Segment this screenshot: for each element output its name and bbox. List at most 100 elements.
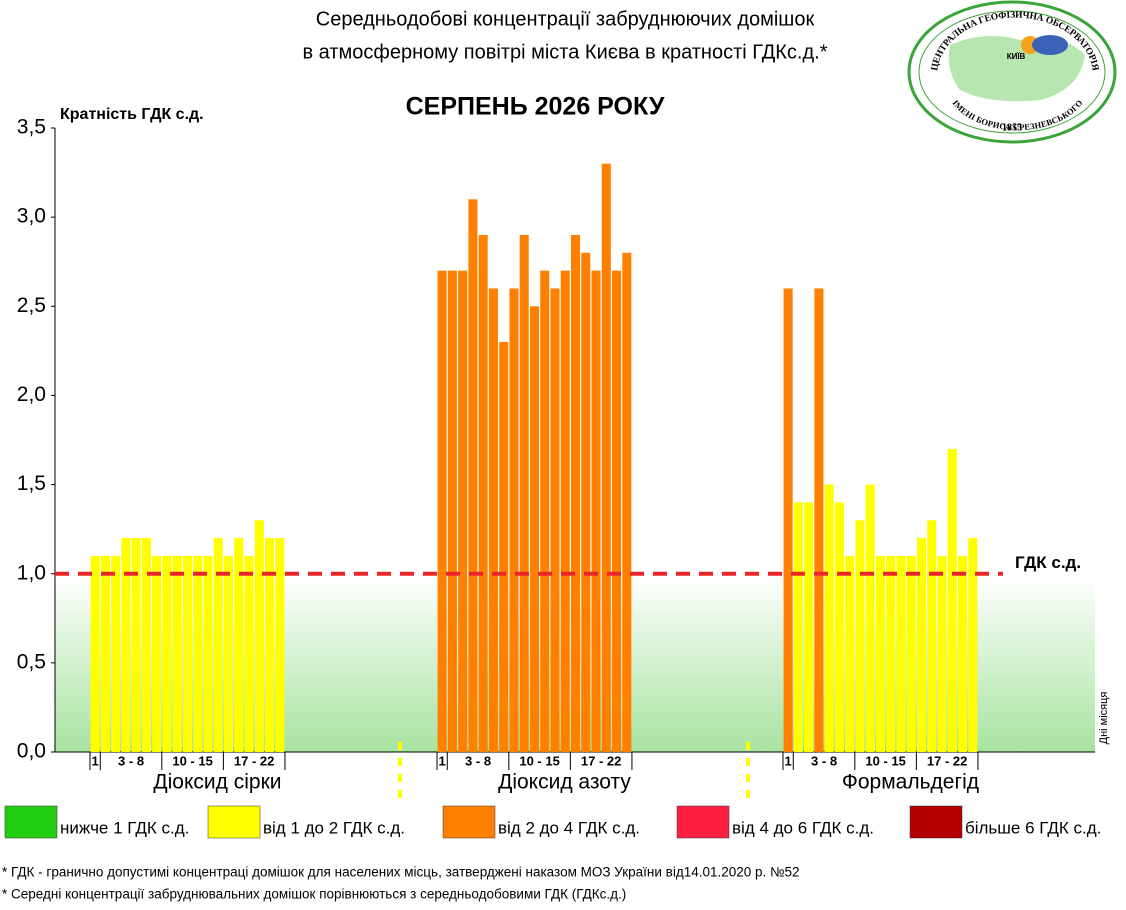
bar (550, 288, 560, 752)
bar (814, 288, 824, 752)
bar (570, 234, 581, 752)
bar (458, 270, 468, 752)
y-tick-label: 1,0 (17, 561, 46, 584)
legend-label: від 4 до 6 ГДК с.д. (732, 818, 874, 837)
bar (865, 484, 875, 752)
chart-title: в атмосферному повітрі міста Києва в кра… (303, 41, 828, 63)
bar (540, 270, 550, 752)
logo-year: 1855 (1002, 122, 1022, 133)
bar (601, 163, 611, 752)
bar (131, 538, 141, 752)
bar (886, 555, 896, 752)
bar (937, 555, 947, 752)
day-label: 1 (439, 753, 446, 768)
bar (244, 555, 254, 752)
y-tick-label: 2,5 (17, 294, 46, 317)
bar (845, 555, 855, 752)
x-axis-label: Дні місяця (1098, 692, 1110, 745)
bar (234, 538, 244, 752)
bar (90, 555, 100, 752)
y-tick-label: 1,5 (17, 472, 46, 495)
bar (488, 288, 498, 752)
bar (824, 484, 834, 752)
bar (958, 555, 968, 752)
day-label: 1 (92, 753, 99, 768)
bar (275, 538, 285, 752)
bar (172, 555, 182, 752)
bar (622, 252, 632, 753)
day-label: 3 - 8 (465, 753, 491, 768)
footnote: * ГДК - гранично допустимі концентраці д… (2, 865, 800, 880)
legend-swatch (676, 805, 730, 839)
day-label: 17 - 22 (927, 753, 967, 768)
bar (203, 555, 213, 752)
day-label: 3 - 8 (118, 753, 144, 768)
bar (223, 555, 234, 752)
bar (100, 555, 110, 752)
legend-label: більше 6 ГДК с.д. (965, 818, 1101, 837)
bar (499, 341, 509, 752)
bar (968, 538, 978, 752)
bar (141, 538, 151, 752)
y-tick-label: 2,0 (17, 383, 46, 406)
bar (855, 520, 865, 752)
chart-subtitle: СЕРПЕНЬ 2026 РОКУ (406, 93, 665, 121)
group-label: Діоксид сірки (153, 771, 281, 794)
bar (509, 288, 519, 752)
bar (519, 234, 529, 752)
y-tick-label: 0,0 (17, 740, 46, 763)
logo-city: КИЇВ (1007, 52, 1026, 61)
bar (121, 538, 131, 752)
bar (193, 555, 203, 752)
bar (162, 555, 172, 752)
bar (437, 270, 447, 752)
bar (581, 252, 591, 753)
bar (612, 270, 622, 752)
day-label: 17 - 22 (234, 753, 274, 768)
bar (468, 199, 478, 753)
bar (804, 502, 814, 752)
bar (529, 306, 539, 752)
legend-swatch (909, 805, 963, 839)
group-label: Формальдегід (842, 771, 979, 794)
chart-title: Середньодобові концентрації забруднюючих… (316, 8, 815, 30)
bar (447, 270, 457, 752)
legend-label: від 1 до 2 ГДК с.д. (263, 818, 405, 837)
y-axis-label: Кратність ГДК с.д. (60, 106, 204, 123)
bar (152, 555, 162, 752)
logo: 1855 КИЇВ ЦЕНТРАЛЬНА ГЕОФІЗИЧНА ОБСЕРВАТ… (907, 0, 1117, 144)
day-label: 10 - 15 (519, 753, 559, 768)
legend-swatch (442, 805, 496, 839)
footnote: * Середні концентрації забруднювальних д… (2, 887, 626, 902)
bar (793, 502, 803, 752)
bar (947, 448, 957, 752)
day-label: 10 - 15 (865, 753, 905, 768)
legend-label: нижче 1 ГДК с.д. (60, 818, 189, 837)
day-label: 1 (785, 753, 792, 768)
group-label: Діоксид азоту (498, 771, 631, 794)
bar (834, 502, 844, 752)
bar (906, 555, 916, 752)
bar (265, 538, 275, 752)
day-label: 3 - 8 (811, 753, 837, 768)
day-label: 10 - 15 (172, 753, 212, 768)
bar (783, 288, 793, 752)
y-tick-label: 0,5 (17, 650, 46, 673)
bar (182, 555, 192, 752)
bar (213, 538, 223, 752)
y-tick-label: 3,5 (17, 116, 46, 139)
legend-swatch (4, 805, 58, 839)
bar (875, 555, 885, 752)
bar (916, 538, 927, 752)
legend-label: від 2 до 4 ГДК с.д. (498, 818, 640, 837)
bar (591, 270, 601, 752)
bar (478, 234, 488, 752)
bar (111, 555, 121, 752)
bar (254, 520, 264, 752)
legend-swatch (207, 805, 261, 839)
reference-label: ГДК с.д. (1015, 553, 1081, 572)
bar (927, 520, 937, 752)
bar (896, 555, 906, 752)
day-label: 17 - 22 (581, 753, 621, 768)
